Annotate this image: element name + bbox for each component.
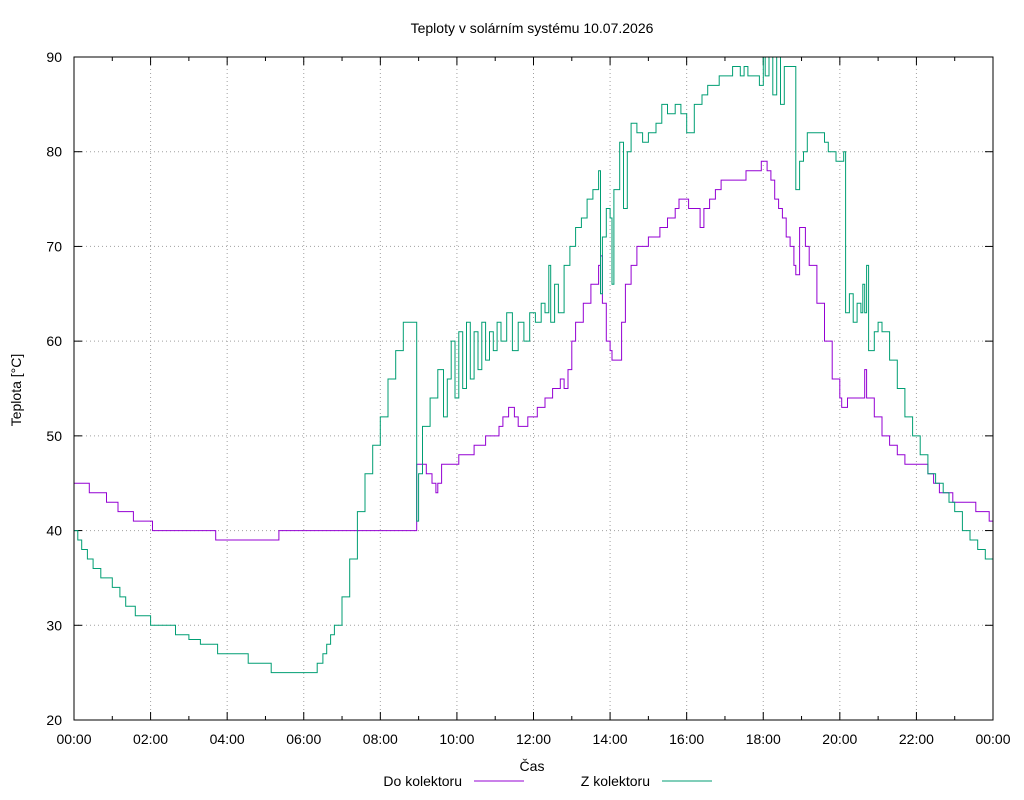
y-tick-label: 20 [46, 712, 62, 728]
series-group [74, 57, 993, 674]
legend-label: Z kolektoru [581, 773, 650, 789]
y-axis-label: Teplota [°C] [8, 354, 24, 427]
legend: Do kolektoru Z kolektoru [383, 773, 712, 789]
x-axis-label: Čas [520, 758, 545, 774]
y-tick-label: 90 [46, 49, 62, 65]
series-line-1 [74, 160, 993, 541]
x-tick-label: 06:00 [286, 731, 321, 747]
x-tick-label: 16:00 [669, 731, 704, 747]
y-tick-label: 30 [46, 617, 62, 633]
y-tick-label: 40 [46, 523, 62, 539]
grid [74, 57, 993, 720]
plot-frame [73, 56, 994, 721]
x-tick-label: 04:00 [210, 731, 245, 747]
x-tick-label: 18:00 [746, 731, 781, 747]
y-tick-label: 60 [46, 333, 62, 349]
x-tick-label: 08:00 [363, 731, 398, 747]
x-tick-label: 22:00 [899, 731, 934, 747]
x-tick-label: 12:00 [516, 731, 551, 747]
x-tick-label: 10:00 [439, 731, 474, 747]
x-tick-label: 14:00 [593, 731, 628, 747]
x-tick-label: 02:00 [133, 731, 168, 747]
chart-title: Teploty v solárním systému 10.07.2026 [411, 20, 654, 36]
series-line-2 [74, 57, 993, 674]
x-tick-label: 20:00 [822, 731, 857, 747]
y-tick-label: 70 [46, 238, 62, 254]
y-tick-label: 50 [46, 428, 62, 444]
y-tick-label: 80 [46, 144, 62, 160]
x-tick-label: 00:00 [56, 731, 91, 747]
axes: 20 30 40 50 60 70 80 90 00:00 02:00 04:00 06:00 08:0… [46, 49, 1010, 747]
x-tick-label: 00:00 [975, 731, 1010, 747]
legend-label: Do kolektoru [383, 773, 462, 789]
